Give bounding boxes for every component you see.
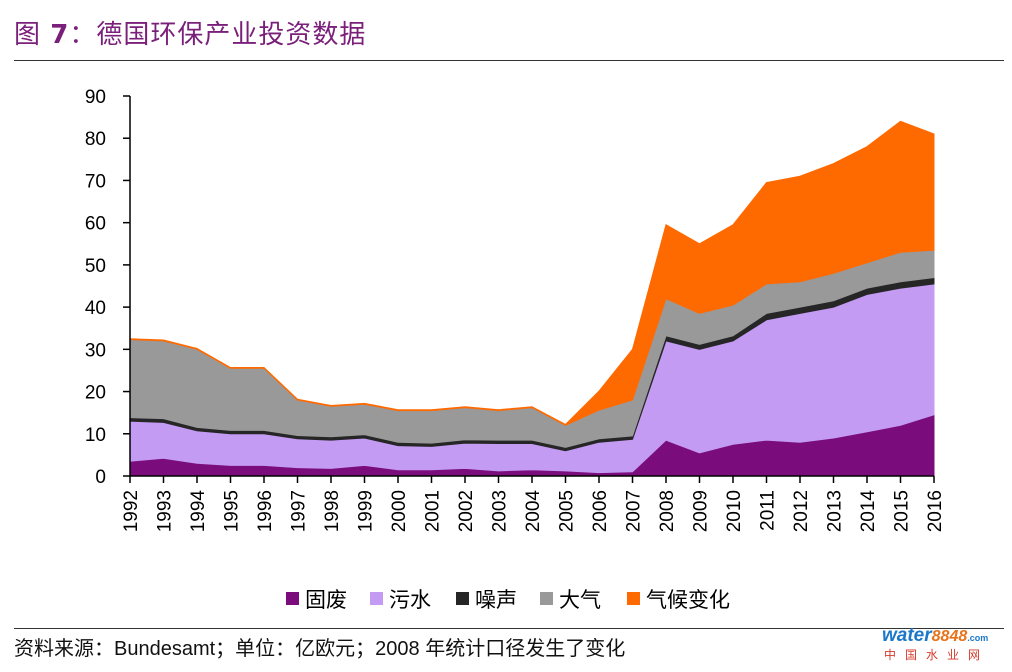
x-tick-label-2006: 2006: [590, 490, 611, 532]
x-tick-label-1996: 1996: [255, 490, 276, 532]
x-tick-label-2012: 2012: [791, 490, 812, 532]
watermark-logo: water8848.com 中国水业网: [882, 626, 1006, 666]
y-tick-label-40: 40: [85, 298, 106, 319]
title-divider: [14, 60, 1004, 61]
x-tick-label-2011: 2011: [758, 490, 779, 531]
legend-label-guofei: 固废: [305, 588, 347, 612]
x-tick-label-1993: 1993: [155, 490, 176, 532]
x-tick-label-2016: 2016: [925, 490, 946, 532]
legend-swatch-guofei: [286, 592, 299, 605]
legend-swatch-qihou: [627, 592, 640, 605]
y-tick-label-20: 20: [85, 383, 106, 404]
x-tick-label-1995: 1995: [222, 490, 243, 532]
x-tick-label-2004: 2004: [523, 490, 544, 533]
figure-title-prefix: 图: [14, 20, 42, 50]
y-tick-label-90: 90: [85, 87, 106, 108]
area-series-group: [129, 120, 935, 477]
figure-number: 7: [50, 20, 70, 50]
stacked-area-chart: 0 10 20 30 40 50 60 70 80 90 1992 1993 1994 1995 1996 1…: [85, 87, 946, 612]
y-tick-label-10: 10: [85, 425, 106, 446]
source-note: 资料来源：Bundesamt；单位：亿欧元；2008 年统计口径发生了变化: [14, 638, 626, 660]
watermark-brand-b: 8848: [931, 628, 968, 645]
x-tick-label-2003: 2003: [490, 490, 511, 532]
x-tick-label-1999: 1999: [356, 490, 377, 532]
legend-label-qihou: 气候变化: [646, 588, 730, 612]
x-tick-label-2007: 2007: [624, 490, 645, 532]
legend-label-wushui: 污水: [389, 588, 431, 612]
x-tick-label-2009: 2009: [691, 490, 712, 532]
x-tick-label-2008: 2008: [657, 490, 678, 532]
x-tick-label-1998: 1998: [322, 490, 343, 532]
y-tick-label-30: 30: [85, 340, 106, 361]
x-tick-label-2001: 2001: [423, 490, 444, 532]
chart-legend: 固废 污水 噪声 大气 气候变化: [286, 588, 730, 612]
x-tick-label-2005: 2005: [557, 490, 578, 532]
y-tick-label-50: 50: [85, 256, 106, 277]
watermark-brand: water8848.com: [882, 626, 1006, 648]
legend-swatch-wushui: [370, 592, 383, 605]
x-tick-label-2014: 2014: [858, 490, 879, 533]
legend-swatch-daqi: [540, 592, 553, 605]
watermark-sub: 中国水业网: [884, 648, 990, 662]
footer-divider: [14, 628, 1004, 629]
y-tick-label-70: 70: [85, 171, 106, 192]
x-tick-label-2013: 2013: [825, 490, 846, 532]
x-tick-label-1992: 1992: [121, 490, 142, 532]
chart-axes: 0 10 20 30 40 50 60 70 80 90 1992 1993 1994 1995 1996 1…: [85, 87, 946, 532]
watermark-brand-c: .com: [967, 633, 989, 643]
legend-label-zaosheng: 噪声: [475, 588, 517, 612]
x-tick-label-1994: 1994: [188, 490, 209, 533]
watermark-brand-a: water: [882, 625, 932, 646]
x-tick-label-2002: 2002: [456, 490, 477, 532]
area-qihou: [129, 120, 935, 426]
y-tick-label-80: 80: [85, 129, 106, 150]
y-tick-label-60: 60: [85, 214, 106, 235]
x-tick-label-2015: 2015: [892, 490, 913, 532]
legend-swatch-zaosheng: [456, 592, 469, 605]
legend-label-daqi: 大气: [559, 588, 601, 612]
figure-title-text: ：德国环保产业投资数据: [69, 20, 367, 50]
figure-title: 图 7：德国环保产业投资数据: [14, 14, 366, 51]
y-tick-label-0: 0: [95, 467, 106, 488]
x-tick-label-1997: 1997: [289, 490, 310, 532]
x-tick-label-2010: 2010: [724, 490, 745, 532]
x-tick-label-2000: 2000: [389, 490, 410, 532]
